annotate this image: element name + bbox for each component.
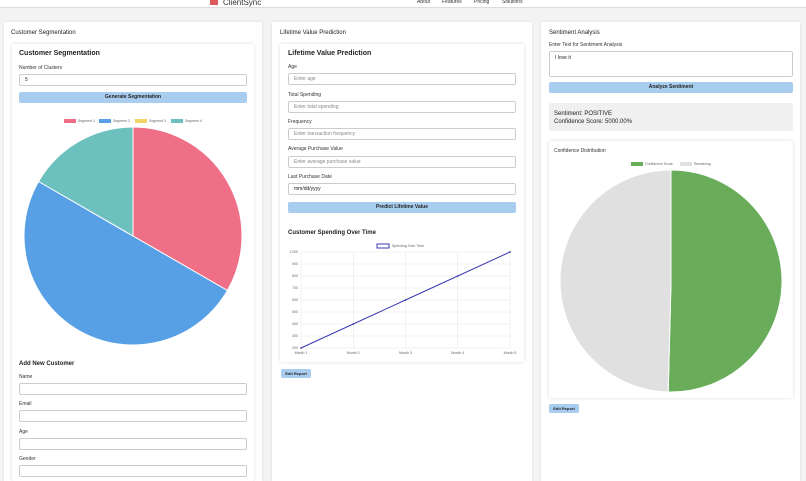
- input[interactable]: [19, 410, 247, 422]
- chart-title: Confidence Distribution: [554, 148, 606, 154]
- label: Age: [19, 429, 28, 435]
- input[interactable]: mm/dd/yyyy: [288, 183, 516, 195]
- label: Gender: [19, 456, 36, 462]
- button[interactable]: Analyze Sentiment: [549, 82, 793, 93]
- input[interactable]: Enter total spending: [288, 101, 516, 113]
- section-title: Add New Customer: [19, 360, 75, 367]
- label: Total Spending: [288, 92, 322, 98]
- button[interactable]: Predict Lifetime Value: [288, 202, 516, 213]
- input[interactable]: Enter age: [288, 73, 516, 85]
- button[interactable]: Edit Report: [281, 369, 311, 378]
- chart-title: Customer Spending Over Time: [288, 229, 376, 236]
- card: [549, 141, 793, 398]
- label: Name: [19, 374, 33, 380]
- panel-title: Customer Segmentation: [11, 29, 76, 36]
- input[interactable]: Enter transaction frequency: [288, 128, 516, 140]
- textarea[interactable]: I love it: [549, 51, 793, 77]
- input[interactable]: [19, 383, 247, 395]
- result-box: [549, 103, 793, 131]
- label: Frequency: [288, 119, 312, 125]
- result-text: Sentiment: POSITIVE: [554, 110, 613, 117]
- panel-title: Sentiment Analysis: [549, 29, 600, 36]
- input[interactable]: [19, 465, 247, 477]
- button[interactable]: Edit Report: [549, 404, 579, 413]
- panel-title: Lifetime Value Prediction: [280, 29, 346, 36]
- result-text: Confidence Score: 5000.00%: [554, 118, 633, 125]
- input[interactable]: [19, 438, 247, 450]
- input[interactable]: Enter average purchase value: [288, 156, 516, 168]
- brand[interactable]: ClientSync: [223, 0, 262, 7]
- card-title: Customer Segmentation: [19, 50, 100, 57]
- card-title: Lifetime Value Prediction: [288, 50, 372, 57]
- nav-link[interactable]: Pricing: [474, 0, 490, 5]
- label: Email: [19, 401, 32, 407]
- label: Average Purchase Value: [288, 146, 343, 152]
- label: Last Purchase Date: [288, 174, 332, 180]
- label: Number of Clusters: [19, 65, 63, 71]
- nav-link[interactable]: About: [417, 0, 431, 5]
- nav-link[interactable]: Features: [442, 0, 462, 5]
- button[interactable]: Generate Segmentation: [19, 92, 247, 103]
- input[interactable]: 5: [19, 74, 247, 86]
- nav-link[interactable]: Solutions: [502, 0, 523, 5]
- label: Age: [288, 64, 297, 70]
- label: Enter Text for Sentiment Analysis: [549, 42, 623, 48]
- navbar: [0, 0, 806, 8]
